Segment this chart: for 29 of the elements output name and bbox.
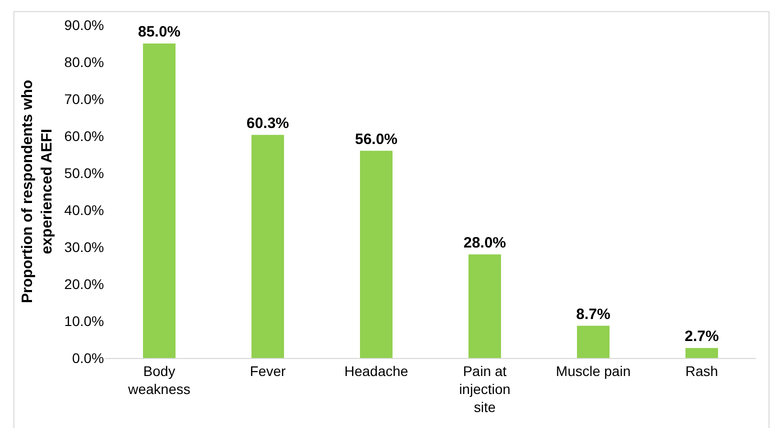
bar: [360, 150, 393, 358]
y-tick-label: 70.0%: [64, 90, 104, 107]
y-axis-title: Proportion of respondents who experienced AEFI: [19, 80, 56, 304]
bar: [685, 348, 718, 358]
y-tick-label: 40.0%: [64, 202, 104, 218]
data-label: 85.0%: [138, 24, 181, 40]
bar: [576, 326, 610, 358]
x-tick-label: Headache: [344, 362, 408, 379]
x-tick-label: Pain at injection site: [459, 362, 510, 416]
x-tick-label: Fever: [250, 362, 286, 379]
y-tick-label: 30.0%: [64, 238, 104, 255]
x-tick-label: Rash: [685, 362, 718, 379]
data-label: 56.0%: [354, 130, 398, 148]
data-label: 60.3%: [246, 114, 290, 132]
y-tick-label: 90.0%: [64, 16, 104, 33]
y-tick-label: 50.0%: [64, 164, 104, 181]
y-tick-label: 10.0%: [64, 312, 104, 329]
y-tick-label: 0.0%: [72, 350, 104, 366]
x-tick-label: Body weakness: [127, 362, 190, 397]
y-tick-label: 20.0%: [64, 276, 104, 292]
bar: [468, 254, 502, 358]
bar: [251, 134, 284, 358]
bar: [142, 44, 176, 358]
y-tick-label: 60.0%: [64, 128, 104, 144]
data-label: 8.7%: [576, 306, 610, 323]
y-tick-label: 80.0%: [64, 54, 104, 70]
x-tick-label: Muscle pain: [556, 362, 631, 379]
data-label: 2.7%: [684, 328, 719, 346]
data-label: 28.0%: [463, 234, 506, 252]
